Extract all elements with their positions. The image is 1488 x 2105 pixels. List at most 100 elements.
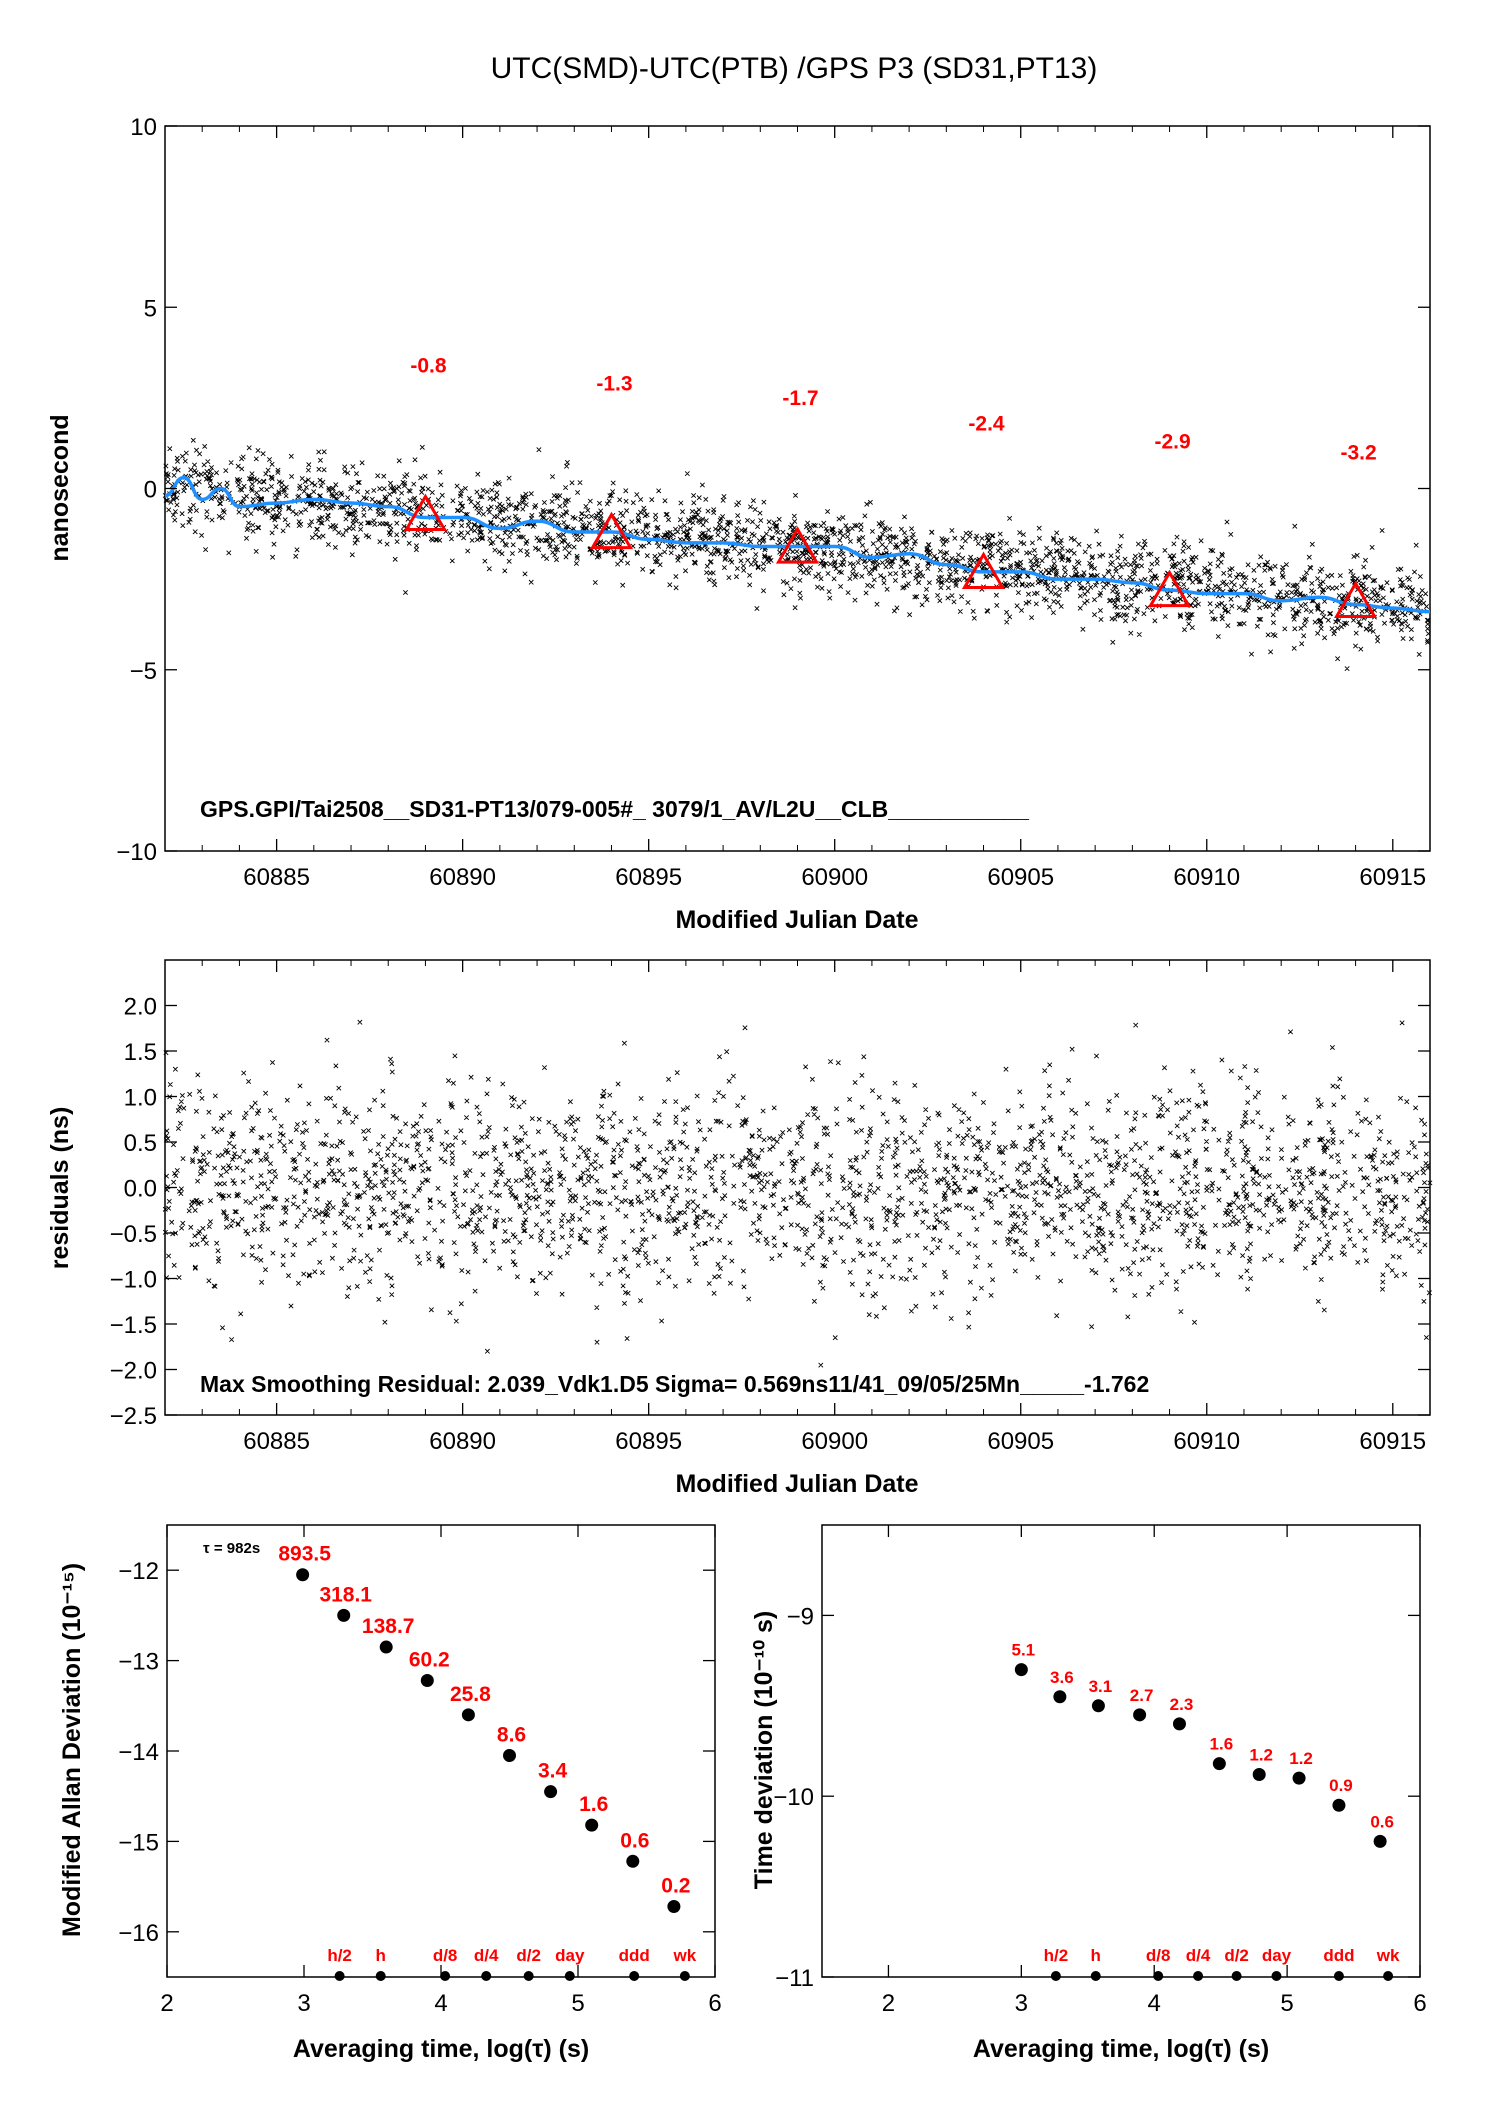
deviation-point — [626, 1854, 640, 1868]
point-value-label: 3.6 — [1050, 1668, 1074, 1687]
y-tick-label: 1.5 — [124, 1039, 157, 1066]
residual-statistics: Max Smoothing Residual: 2.039_Vdk1.D5 Si… — [200, 1371, 1149, 1397]
marker-value-label: -0.8 — [410, 355, 447, 378]
point-value-label: 0.6 — [1370, 1812, 1394, 1831]
x-tick-label: 60905 — [987, 864, 1054, 891]
x-tick-label: 5 — [1280, 1990, 1293, 2017]
axes: 2.0 1.5 1.0 0.5 0.0 −0.5 −1.0 −1.5 −2.0 −2.5 60885… — [110, 960, 1431, 1455]
y-tick-label: −13 — [118, 1649, 159, 1676]
interval-label: day — [1262, 1946, 1292, 1965]
deviation-point — [1252, 1768, 1266, 1782]
interval-label: wk — [673, 1946, 697, 1965]
x-tick-label: 5 — [571, 1990, 584, 2017]
interval-marker — [1333, 1971, 1344, 1981]
point-value-label: 25.8 — [450, 1683, 491, 1706]
scatter-cross-marks — [162, 1019, 1433, 1368]
axes: 10 5 0 −5 −10 60885 60890 60895 60900 60905 60910 6… — [116, 114, 1431, 891]
marker-triangle — [1147, 569, 1192, 608]
x-tick-label: 60910 — [1173, 864, 1240, 891]
deviation-point — [1172, 1717, 1186, 1731]
x-tick-label: 60900 — [801, 864, 868, 891]
x-tick-label: 6 — [1413, 1990, 1426, 2017]
smoothed-line — [164, 475, 1431, 614]
deviation-point — [420, 1673, 434, 1687]
point-value-label: 1.2 — [1249, 1746, 1273, 1765]
plot-frame — [821, 1524, 1421, 1978]
x-tick-label: 60895 — [615, 1428, 682, 1455]
y-tick-label: −9 — [787, 1603, 814, 1630]
y-axis-label: Time deviation (10⁻¹⁰ s) — [750, 1611, 778, 1889]
point-value-label: 60.2 — [409, 1648, 450, 1671]
residuals-panel: 2.0 1.5 1.0 0.5 0.0 −0.5 −1.0 −1.5 −2.0 −2.5 60885… — [46, 959, 1433, 1498]
y-tick-label: −10 — [773, 1784, 814, 1811]
x-tick-label: 60905 — [987, 1428, 1054, 1455]
deviation-point — [667, 1899, 681, 1913]
x-tick-label: 60900 — [801, 1428, 868, 1455]
x-tick-label: 2 — [882, 1990, 895, 2017]
interval-label: d/4 — [1186, 1946, 1211, 1965]
marker-value-label: -2.4 — [968, 413, 1005, 436]
deviation-point — [1091, 1699, 1105, 1713]
point-value-label: 0.2 — [661, 1874, 690, 1897]
tau-note: τ = 982s — [203, 1540, 260, 1557]
marker-triangle — [589, 511, 634, 550]
interval-label: d/2 — [1224, 1946, 1249, 1965]
x-tick-label: 60885 — [243, 864, 310, 891]
interval-label: wk — [1376, 1946, 1400, 1965]
interval-label: d/4 — [474, 1946, 499, 1965]
interval-marker — [1090, 1971, 1101, 1981]
y-tick-label: −15 — [118, 1829, 159, 1856]
time-deviation-panel: −9 −10 −11 2 3 4 5 6 5.1 3.6 3.1 2.7 2.3 1.6 1.2 1.2 0.… — [750, 1524, 1427, 2063]
interval-marker — [1231, 1971, 1242, 1981]
y-axis-label: residuals (ns) — [46, 1107, 74, 1270]
x-axis-label: Modified Julian Date — [675, 906, 918, 934]
y-tick-label: −10 — [116, 839, 157, 866]
x-tick-label: 60915 — [1359, 1428, 1426, 1455]
interval-label: h — [1091, 1946, 1101, 1965]
interval-marker — [1193, 1971, 1204, 1981]
point-value-label: 1.6 — [1210, 1735, 1234, 1754]
x-tick-label: 60910 — [1173, 1428, 1240, 1455]
tdev-points: 5.1 3.6 3.1 2.7 2.3 1.6 1.2 1.2 0.9 0.6 h/2 h d/8 d/4… — [1012, 1641, 1400, 1981]
marker-value-label: -3.2 — [1340, 442, 1376, 465]
plot-frame — [164, 959, 1431, 1416]
interval-marker — [375, 1971, 386, 1981]
marker-triangle — [961, 551, 1006, 589]
x-axis-label: Modified Julian Date — [675, 1470, 918, 1498]
point-value-label: 1.2 — [1289, 1749, 1313, 1768]
x-axis-label: Averaging time, log(τ) (s) — [973, 2035, 1269, 2063]
axes: −12 −13 −14 −15 −16 2 3 4 5 6 — [118, 1525, 722, 2017]
interval-marker — [1153, 1971, 1164, 1981]
marker-triangles: -0.8 -1.3 -1.7 -2.4 -2.9 -3.2 — [403, 355, 1378, 618]
interval-marker — [1050, 1971, 1061, 1981]
x-tick-label: 3 — [1015, 1990, 1028, 2017]
interval-label: d/2 — [516, 1946, 541, 1965]
deviation-point — [585, 1818, 599, 1832]
y-tick-label: 10 — [130, 114, 157, 141]
interval-marker — [440, 1971, 451, 1981]
interval-label: ddd — [1323, 1946, 1354, 1965]
y-tick-label: −5 — [130, 658, 157, 685]
y-tick-label: −11 — [775, 1965, 814, 1992]
y-tick-label: −1.5 — [110, 1312, 157, 1339]
point-value-label: 5.1 — [1012, 1641, 1036, 1660]
marker-triangle — [775, 526, 820, 564]
y-tick-label: −0.5 — [110, 1221, 157, 1248]
x-tick-label: 6 — [708, 1990, 721, 2017]
point-value-label: 0.6 — [620, 1829, 649, 1852]
y-tick-label: −14 — [118, 1739, 159, 1766]
deviation-point — [1212, 1757, 1226, 1771]
x-tick-label: 60890 — [429, 864, 496, 891]
deviation-point — [461, 1708, 475, 1722]
deviation-point — [1292, 1771, 1306, 1785]
y-tick-label: −2.0 — [110, 1358, 157, 1385]
mdev-points: 893.5 318.1 138.7 60.225.8 8.6 3.4 1.6 0.6 0.2 h/… — [278, 1543, 697, 1981]
point-value-label: 3.4 — [538, 1760, 568, 1783]
deviation-point — [296, 1568, 310, 1582]
point-value-label: 1.6 — [579, 1793, 608, 1816]
y-tick-label: 2.0 — [124, 994, 157, 1021]
interval-marker — [1271, 1971, 1282, 1981]
interval-marker — [481, 1971, 492, 1981]
interval-marker — [523, 1971, 534, 1981]
